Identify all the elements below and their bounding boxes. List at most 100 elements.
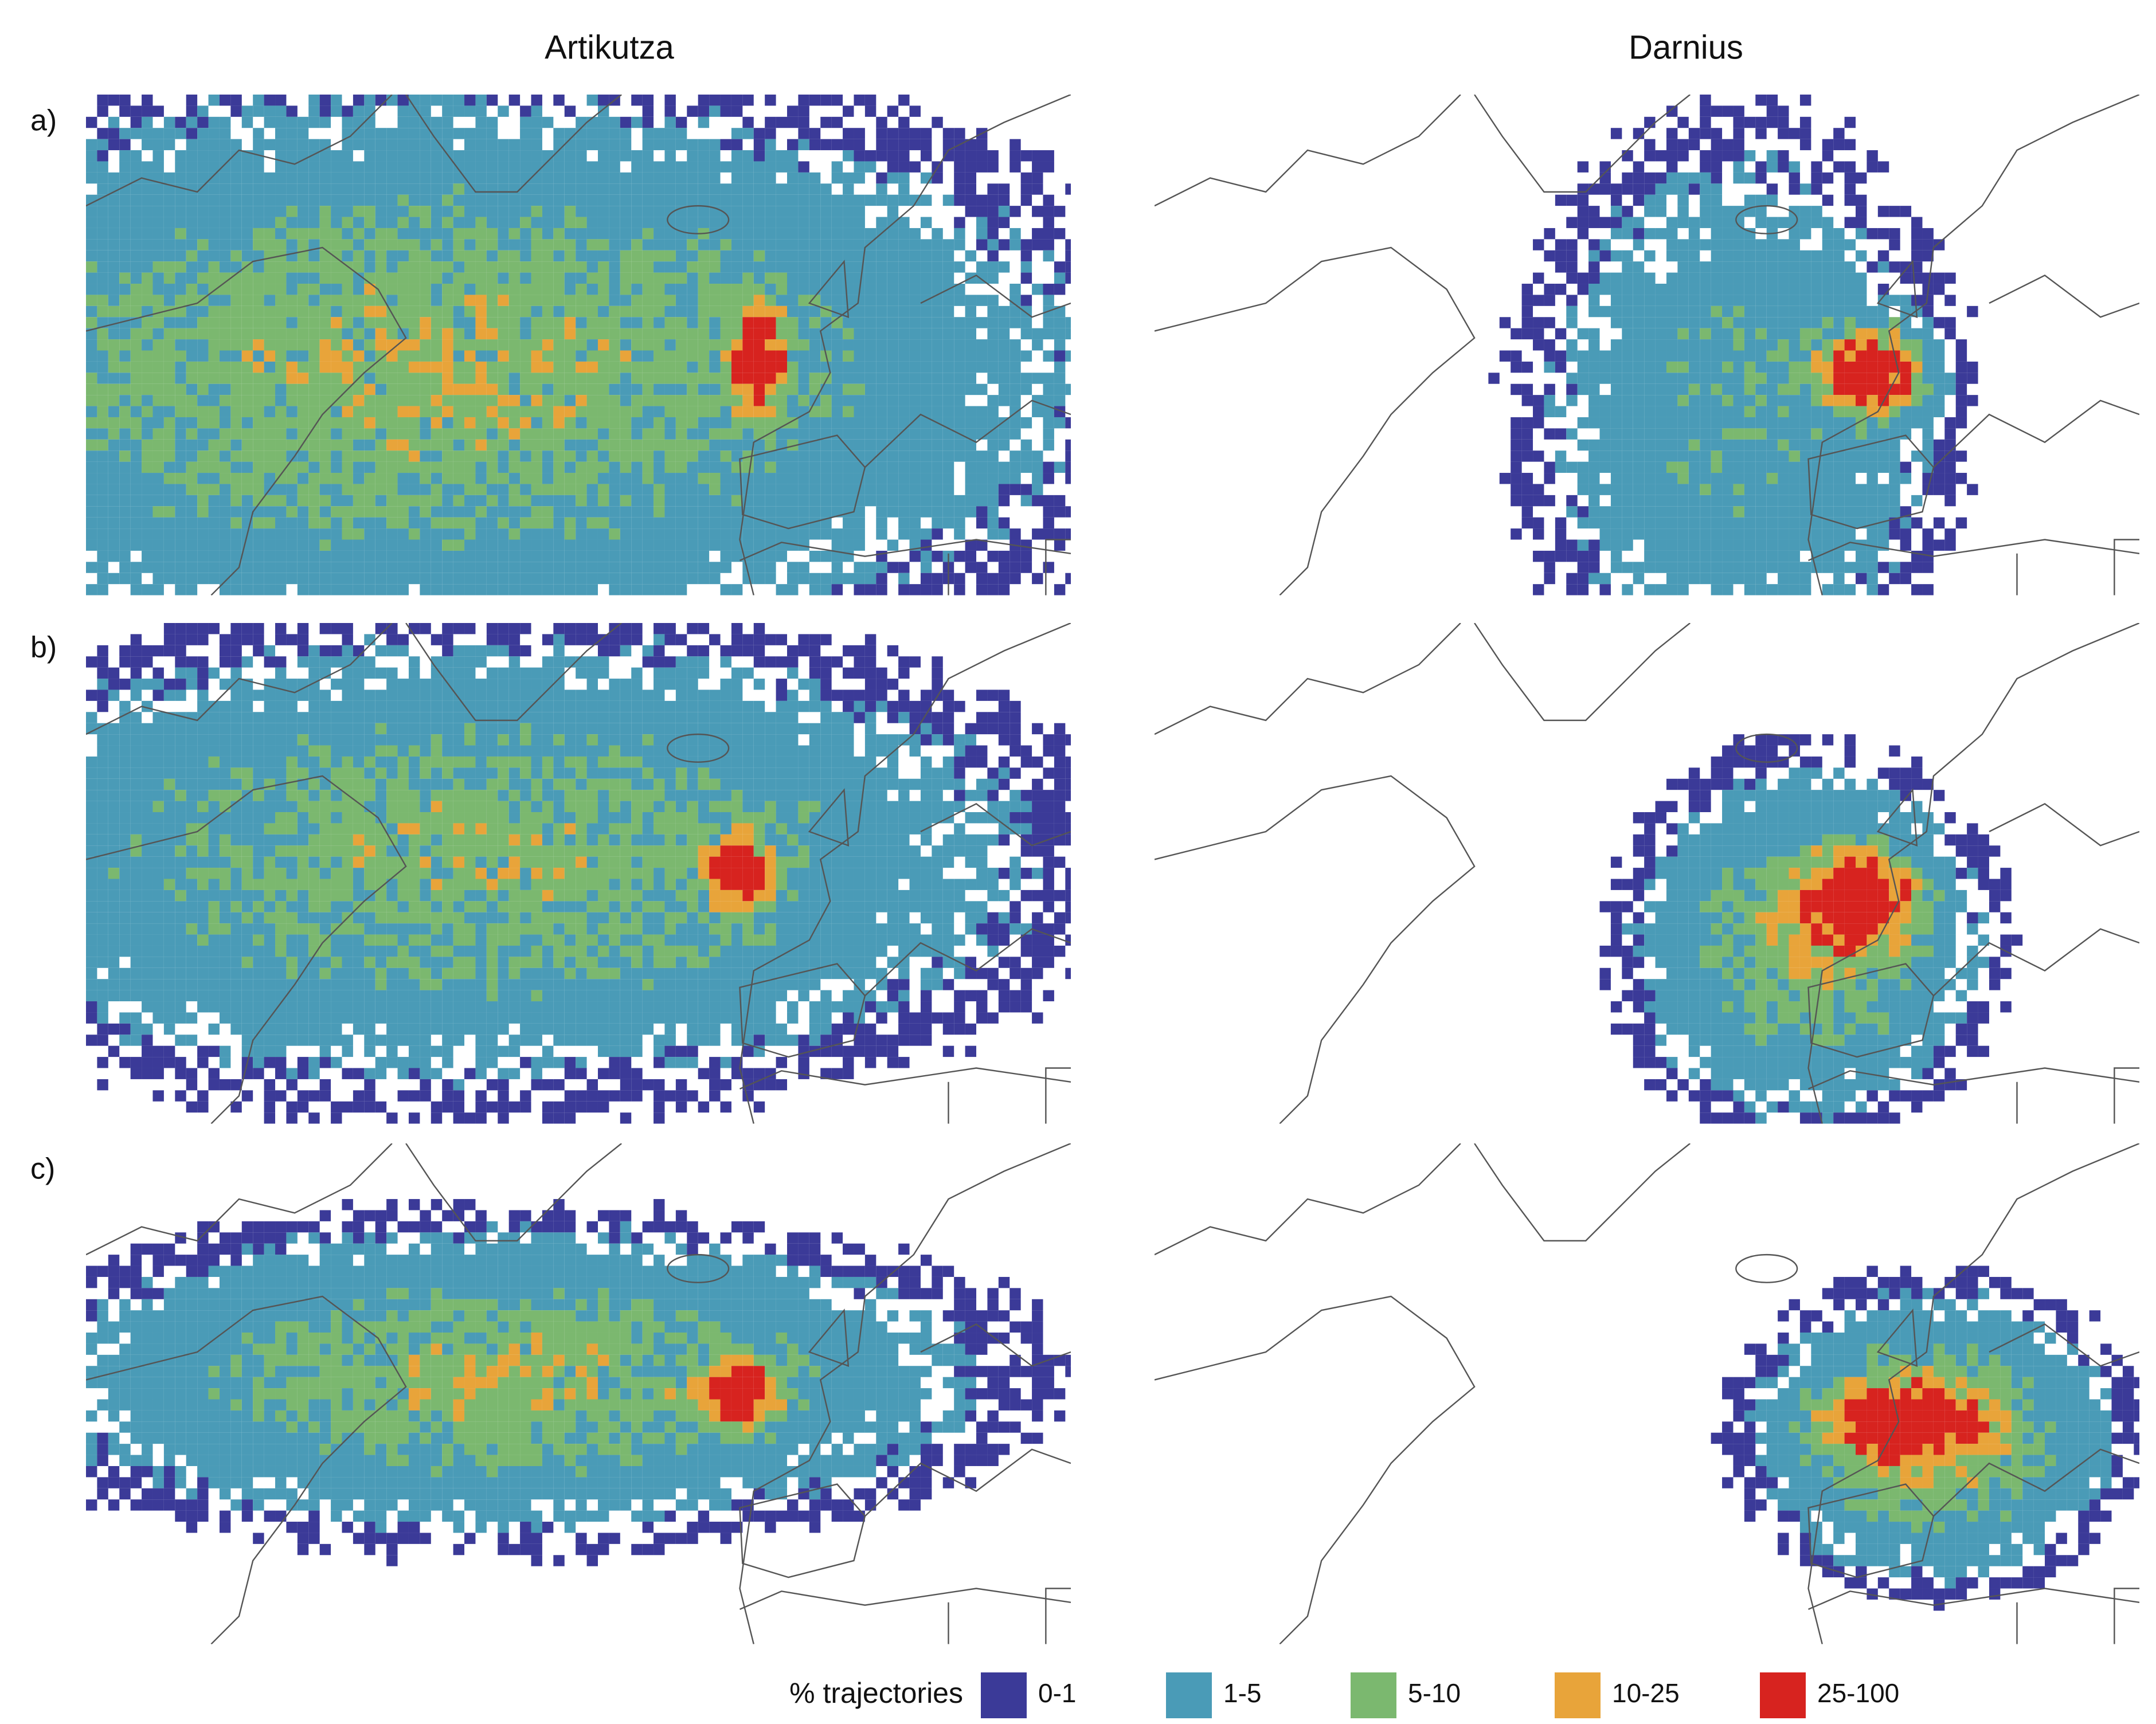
heat-cell bbox=[1856, 305, 1867, 318]
heat-cell bbox=[152, 217, 164, 228]
heat-cell bbox=[97, 417, 108, 429]
heat-cell bbox=[1722, 562, 1734, 573]
heat-cell bbox=[442, 317, 453, 328]
heat-cell bbox=[475, 528, 487, 540]
heat-cell bbox=[331, 272, 342, 284]
heat-cell bbox=[553, 295, 565, 306]
heat-cell bbox=[197, 250, 209, 262]
heat-cell bbox=[675, 573, 687, 585]
heat-cell bbox=[1666, 528, 1678, 540]
heat-cell bbox=[386, 95, 398, 106]
heat-cell bbox=[308, 261, 320, 273]
heat-cell bbox=[241, 272, 253, 284]
heat-cell bbox=[420, 217, 431, 228]
heat-cell bbox=[1799, 183, 1811, 195]
heat-cell bbox=[787, 361, 799, 373]
heat-cell bbox=[508, 272, 521, 284]
heat-cell bbox=[142, 261, 153, 273]
heat-cell bbox=[932, 361, 943, 373]
heat-cell bbox=[241, 161, 253, 173]
heat-cell bbox=[208, 495, 220, 507]
heat-cell bbox=[631, 439, 643, 451]
heat-cell bbox=[1799, 428, 1811, 440]
heat-cell bbox=[876, 361, 887, 373]
heat-cell bbox=[1511, 361, 1522, 373]
heat-cell bbox=[887, 428, 899, 440]
heat-cell bbox=[843, 450, 854, 462]
heat-cell bbox=[1900, 272, 1912, 284]
heat-cell bbox=[86, 383, 97, 395]
heat-cell bbox=[854, 194, 865, 206]
heat-cell bbox=[319, 517, 331, 529]
heat-cell bbox=[609, 339, 620, 351]
heat-cell bbox=[1577, 350, 1589, 362]
heat-cell bbox=[942, 473, 954, 484]
heat-cell bbox=[920, 528, 932, 540]
heat-cell bbox=[843, 473, 854, 484]
heat-cell bbox=[163, 383, 175, 395]
heat-cell bbox=[720, 517, 731, 529]
heat-cell bbox=[597, 383, 609, 395]
heat-cell bbox=[297, 339, 309, 351]
heat-cell bbox=[163, 361, 175, 373]
heat-cell bbox=[1799, 395, 1811, 406]
heat-cell bbox=[186, 161, 198, 173]
heat-cell bbox=[108, 295, 120, 306]
heat-cell bbox=[731, 495, 743, 507]
heat-cell bbox=[1844, 484, 1856, 495]
heat-cell bbox=[353, 161, 365, 173]
heat-cell bbox=[253, 261, 264, 273]
heat-cell bbox=[809, 450, 821, 462]
heat-cell bbox=[1677, 484, 1689, 495]
heat-cell bbox=[864, 105, 877, 117]
heat-cell bbox=[1588, 383, 1600, 395]
heat-cell bbox=[709, 305, 721, 318]
heat-cell bbox=[864, 250, 877, 262]
heat-cell bbox=[230, 250, 242, 262]
heat-cell bbox=[1644, 428, 1656, 440]
heat-cell bbox=[1766, 562, 1778, 573]
heat-cell bbox=[1020, 417, 1032, 429]
heat-cell bbox=[954, 395, 965, 406]
heat-cell bbox=[108, 550, 120, 562]
heat-cell bbox=[130, 801, 142, 813]
heat-cell bbox=[1933, 350, 1945, 362]
heat-cell bbox=[620, 317, 632, 328]
heat-cell bbox=[531, 161, 542, 173]
heat-cell bbox=[208, 528, 220, 540]
heat-cell bbox=[1811, 517, 1822, 529]
heat-cell bbox=[787, 383, 799, 395]
heat-cell bbox=[108, 228, 120, 240]
heat-cell bbox=[130, 562, 142, 573]
heat-cell bbox=[765, 172, 776, 184]
heat-cell bbox=[397, 539, 409, 551]
heat-cell bbox=[264, 105, 276, 117]
heat-cell bbox=[553, 206, 565, 217]
heat-cell bbox=[787, 517, 799, 529]
heat-cell bbox=[698, 550, 710, 562]
heat-cell bbox=[954, 239, 965, 250]
heat-cell bbox=[1778, 128, 1789, 139]
heat-cell bbox=[1677, 339, 1689, 351]
heat-cell bbox=[486, 239, 498, 250]
heat-cell bbox=[765, 228, 776, 240]
heat-cell bbox=[965, 473, 977, 484]
heat-cell bbox=[642, 95, 654, 106]
heat-cell bbox=[397, 317, 409, 328]
heat-cell bbox=[698, 339, 710, 351]
heat-cell bbox=[709, 317, 721, 328]
heat-cell bbox=[142, 139, 153, 151]
heat-cell bbox=[1811, 284, 1822, 295]
heat-cell bbox=[1856, 450, 1867, 462]
heat-cell bbox=[1911, 250, 1923, 262]
heat-cell bbox=[542, 584, 554, 595]
heat-cell bbox=[297, 284, 309, 295]
heat-cell bbox=[809, 406, 821, 417]
heat-cell bbox=[1065, 239, 1071, 250]
heat-cell bbox=[286, 183, 298, 195]
heat-cell bbox=[286, 317, 298, 328]
heat-cell bbox=[420, 150, 431, 162]
heat-cell bbox=[742, 461, 754, 473]
heat-cell bbox=[1755, 95, 1767, 106]
heat-cell bbox=[998, 428, 1010, 440]
